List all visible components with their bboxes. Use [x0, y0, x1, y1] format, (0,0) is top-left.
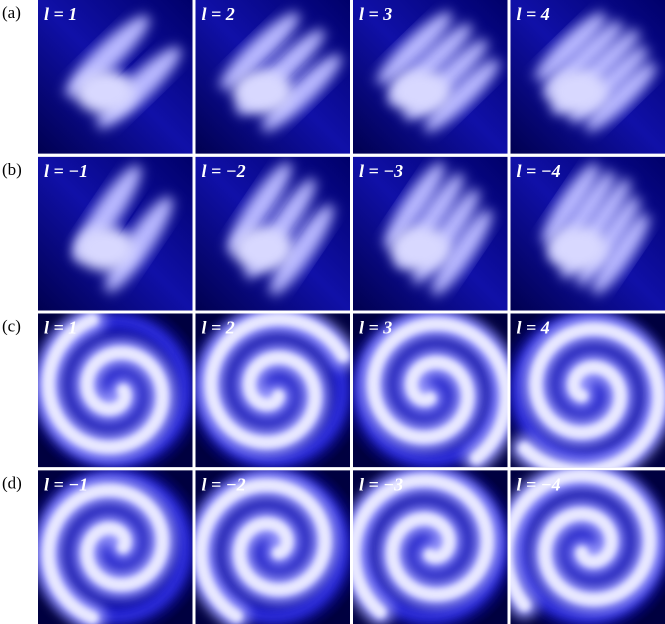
panel-label: l = 1: [44, 318, 77, 338]
panel-label: l = 3: [359, 4, 392, 24]
figure: (a) l = 1 l = 2 l = 3 l = 4 (b) l = −1 l = −2 l …: [0, 0, 665, 624]
row-label: (a): [2, 3, 21, 22]
panel-label: l = 2: [202, 318, 235, 338]
row-label: (b): [2, 160, 22, 179]
row-label: (d): [2, 473, 22, 492]
row-label: (c): [2, 317, 21, 336]
panel-label: l = 4: [517, 318, 550, 338]
panel-label: l = −3: [359, 161, 403, 181]
panel-label: l = −4: [517, 161, 561, 181]
panel-label: l = −1: [44, 161, 88, 181]
panel-label: l = −1: [44, 474, 88, 494]
panel-label: l = −3: [359, 474, 403, 494]
panel-label: l = −2: [202, 161, 246, 181]
panel-label: l = −2: [202, 474, 246, 494]
panel-label: l = 1: [44, 4, 77, 24]
panel-label: l = 2: [202, 4, 235, 24]
panel-label: l = 3: [359, 318, 392, 338]
panel-label: l = 4: [517, 4, 550, 24]
panel-label: l = −4: [517, 474, 561, 494]
